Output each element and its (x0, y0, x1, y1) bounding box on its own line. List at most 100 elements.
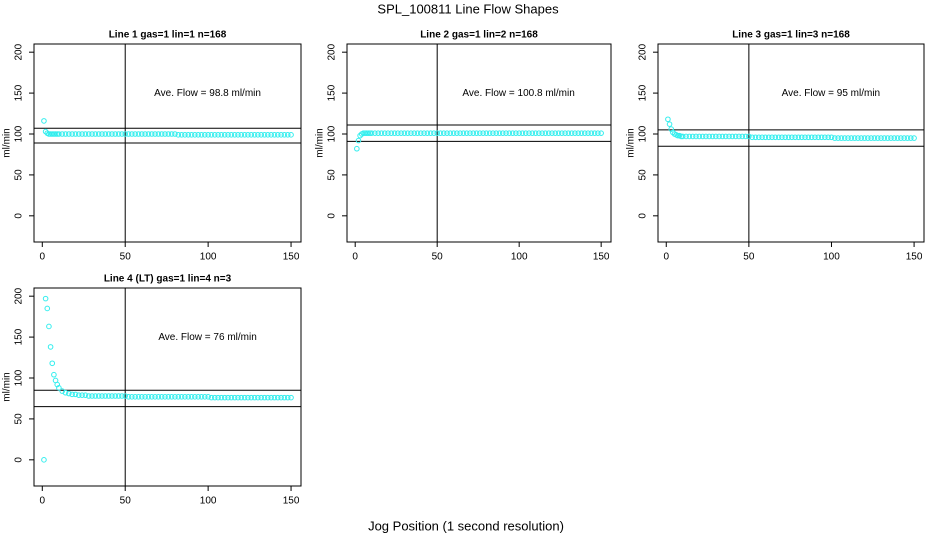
point (248, 132, 255, 138)
point (798, 134, 805, 141)
point (268, 394, 274, 401)
point (92, 393, 99, 399)
y-tick-label: 100 (327, 125, 338, 142)
point (437, 130, 444, 136)
point (258, 394, 264, 401)
point (815, 134, 822, 141)
point (845, 135, 851, 141)
point (424, 130, 431, 136)
point (506, 130, 513, 136)
point (155, 394, 162, 400)
point (165, 394, 172, 400)
point (434, 130, 440, 136)
panel-title: Line 1 gas=1 lin=1 n=168 (109, 30, 227, 41)
x-tick-label: 100 (200, 252, 217, 263)
point (486, 130, 493, 136)
x-tick-label: 100 (511, 252, 528, 263)
point (208, 394, 215, 401)
point (874, 135, 881, 141)
point (138, 394, 145, 400)
point (274, 132, 281, 138)
point (241, 394, 248, 401)
point (552, 130, 559, 136)
point (848, 135, 855, 141)
point (135, 131, 142, 137)
point (463, 130, 470, 136)
point (545, 130, 552, 136)
point (522, 130, 529, 136)
point (245, 132, 251, 138)
point (152, 131, 158, 137)
point (202, 394, 208, 400)
panel-title: Line 2 gas=1 lin=2 n=168 (420, 30, 538, 41)
point (281, 394, 288, 401)
point (248, 394, 255, 401)
point (129, 131, 135, 137)
point (404, 130, 411, 136)
y-axis-label: ml/min (626, 128, 637, 157)
y-tick-label: 50 (14, 413, 25, 425)
point (235, 132, 241, 138)
point (378, 130, 385, 136)
point (211, 394, 218, 401)
y-tick-label: 100 (14, 125, 25, 142)
annotation: Ave. Flow = 100.8 ml/min (462, 88, 574, 99)
point (62, 131, 69, 137)
point (555, 130, 562, 136)
point (182, 132, 188, 138)
panel: Line 4 (LT) gas=1 lin=4 n=3 ml/min 0 50 100 1… (2, 274, 302, 507)
point (716, 133, 722, 140)
point (719, 133, 726, 140)
panel: Line 2 gas=1 lin=2 n=168 ml/min 0 50 100 150 0… (315, 30, 612, 263)
point (395, 130, 401, 136)
point (516, 130, 522, 136)
point (109, 131, 115, 137)
point (779, 134, 785, 141)
point (188, 132, 195, 138)
point (526, 130, 532, 136)
point (513, 130, 519, 136)
point (85, 131, 92, 137)
point (198, 394, 205, 400)
y-tick-label: 200 (327, 43, 338, 60)
point (79, 392, 85, 398)
point (112, 393, 119, 399)
point (598, 130, 604, 136)
point (225, 394, 231, 401)
point (228, 132, 235, 138)
point (178, 394, 185, 400)
point (152, 394, 158, 400)
point (162, 394, 168, 400)
point (493, 130, 500, 136)
point (746, 133, 752, 140)
point (51, 371, 57, 378)
point (706, 133, 713, 140)
point (388, 130, 395, 136)
point (722, 133, 729, 140)
point (66, 131, 72, 137)
panel-title: Line 4 (LT) gas=1 lin=4 n=3 (104, 274, 232, 285)
point (802, 134, 808, 141)
point (82, 131, 89, 137)
point (132, 131, 138, 137)
point (762, 134, 769, 141)
point (904, 135, 911, 141)
y-tick-label: 200 (14, 43, 25, 60)
point (477, 130, 483, 136)
plot-frame (33, 287, 302, 487)
point (805, 134, 812, 141)
point (142, 394, 148, 400)
point (447, 130, 454, 136)
point (158, 131, 165, 137)
point (519, 130, 526, 136)
point (211, 132, 218, 138)
point (841, 135, 848, 141)
point (271, 394, 278, 401)
point (894, 135, 901, 141)
point (565, 130, 572, 136)
point (258, 132, 264, 138)
point (732, 133, 739, 140)
point (444, 130, 450, 136)
point (41, 118, 47, 124)
point (271, 132, 278, 138)
